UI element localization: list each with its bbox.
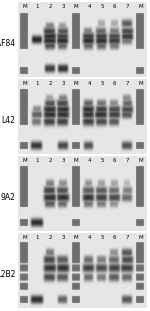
Text: M: M <box>22 4 27 9</box>
Text: M: M <box>22 235 27 240</box>
Text: 12B2: 12B2 <box>0 270 15 279</box>
Text: 1: 1 <box>36 4 39 9</box>
Text: M: M <box>74 235 78 240</box>
Text: 3: 3 <box>61 81 65 86</box>
Text: 7: 7 <box>126 158 129 163</box>
Text: M: M <box>74 4 78 9</box>
Text: 2: 2 <box>48 81 52 86</box>
Text: M: M <box>138 158 143 163</box>
Text: M: M <box>138 81 143 86</box>
Text: 5: 5 <box>100 4 104 9</box>
Text: 6: 6 <box>113 81 117 86</box>
Text: M: M <box>22 81 27 86</box>
Text: 2: 2 <box>48 158 52 163</box>
Text: 4: 4 <box>87 4 91 9</box>
Text: M: M <box>138 4 143 9</box>
Text: 7: 7 <box>126 81 129 86</box>
Text: 7: 7 <box>126 4 129 9</box>
Text: M: M <box>22 158 27 163</box>
Text: 4: 4 <box>87 158 91 163</box>
Text: M: M <box>138 235 143 240</box>
Text: 2: 2 <box>48 235 52 240</box>
Text: 5: 5 <box>100 81 104 86</box>
Text: 5: 5 <box>100 235 104 240</box>
Text: 5: 5 <box>100 158 104 163</box>
Text: 6: 6 <box>113 235 117 240</box>
Text: SAF84: SAF84 <box>0 39 15 48</box>
Text: 3: 3 <box>61 235 65 240</box>
Text: 4: 4 <box>87 81 91 86</box>
Text: 1: 1 <box>36 81 39 86</box>
Text: 1: 1 <box>36 235 39 240</box>
Text: 4: 4 <box>87 235 91 240</box>
Text: 3: 3 <box>61 4 65 9</box>
Text: M: M <box>74 158 78 163</box>
Text: L42: L42 <box>1 116 15 125</box>
Text: 7: 7 <box>126 235 129 240</box>
Text: 6: 6 <box>113 4 117 9</box>
Text: 2: 2 <box>48 4 52 9</box>
Text: M: M <box>74 81 78 86</box>
Text: 6: 6 <box>113 158 117 163</box>
Text: 9A2: 9A2 <box>0 193 15 202</box>
Text: 3: 3 <box>61 158 65 163</box>
Text: 1: 1 <box>36 158 39 163</box>
